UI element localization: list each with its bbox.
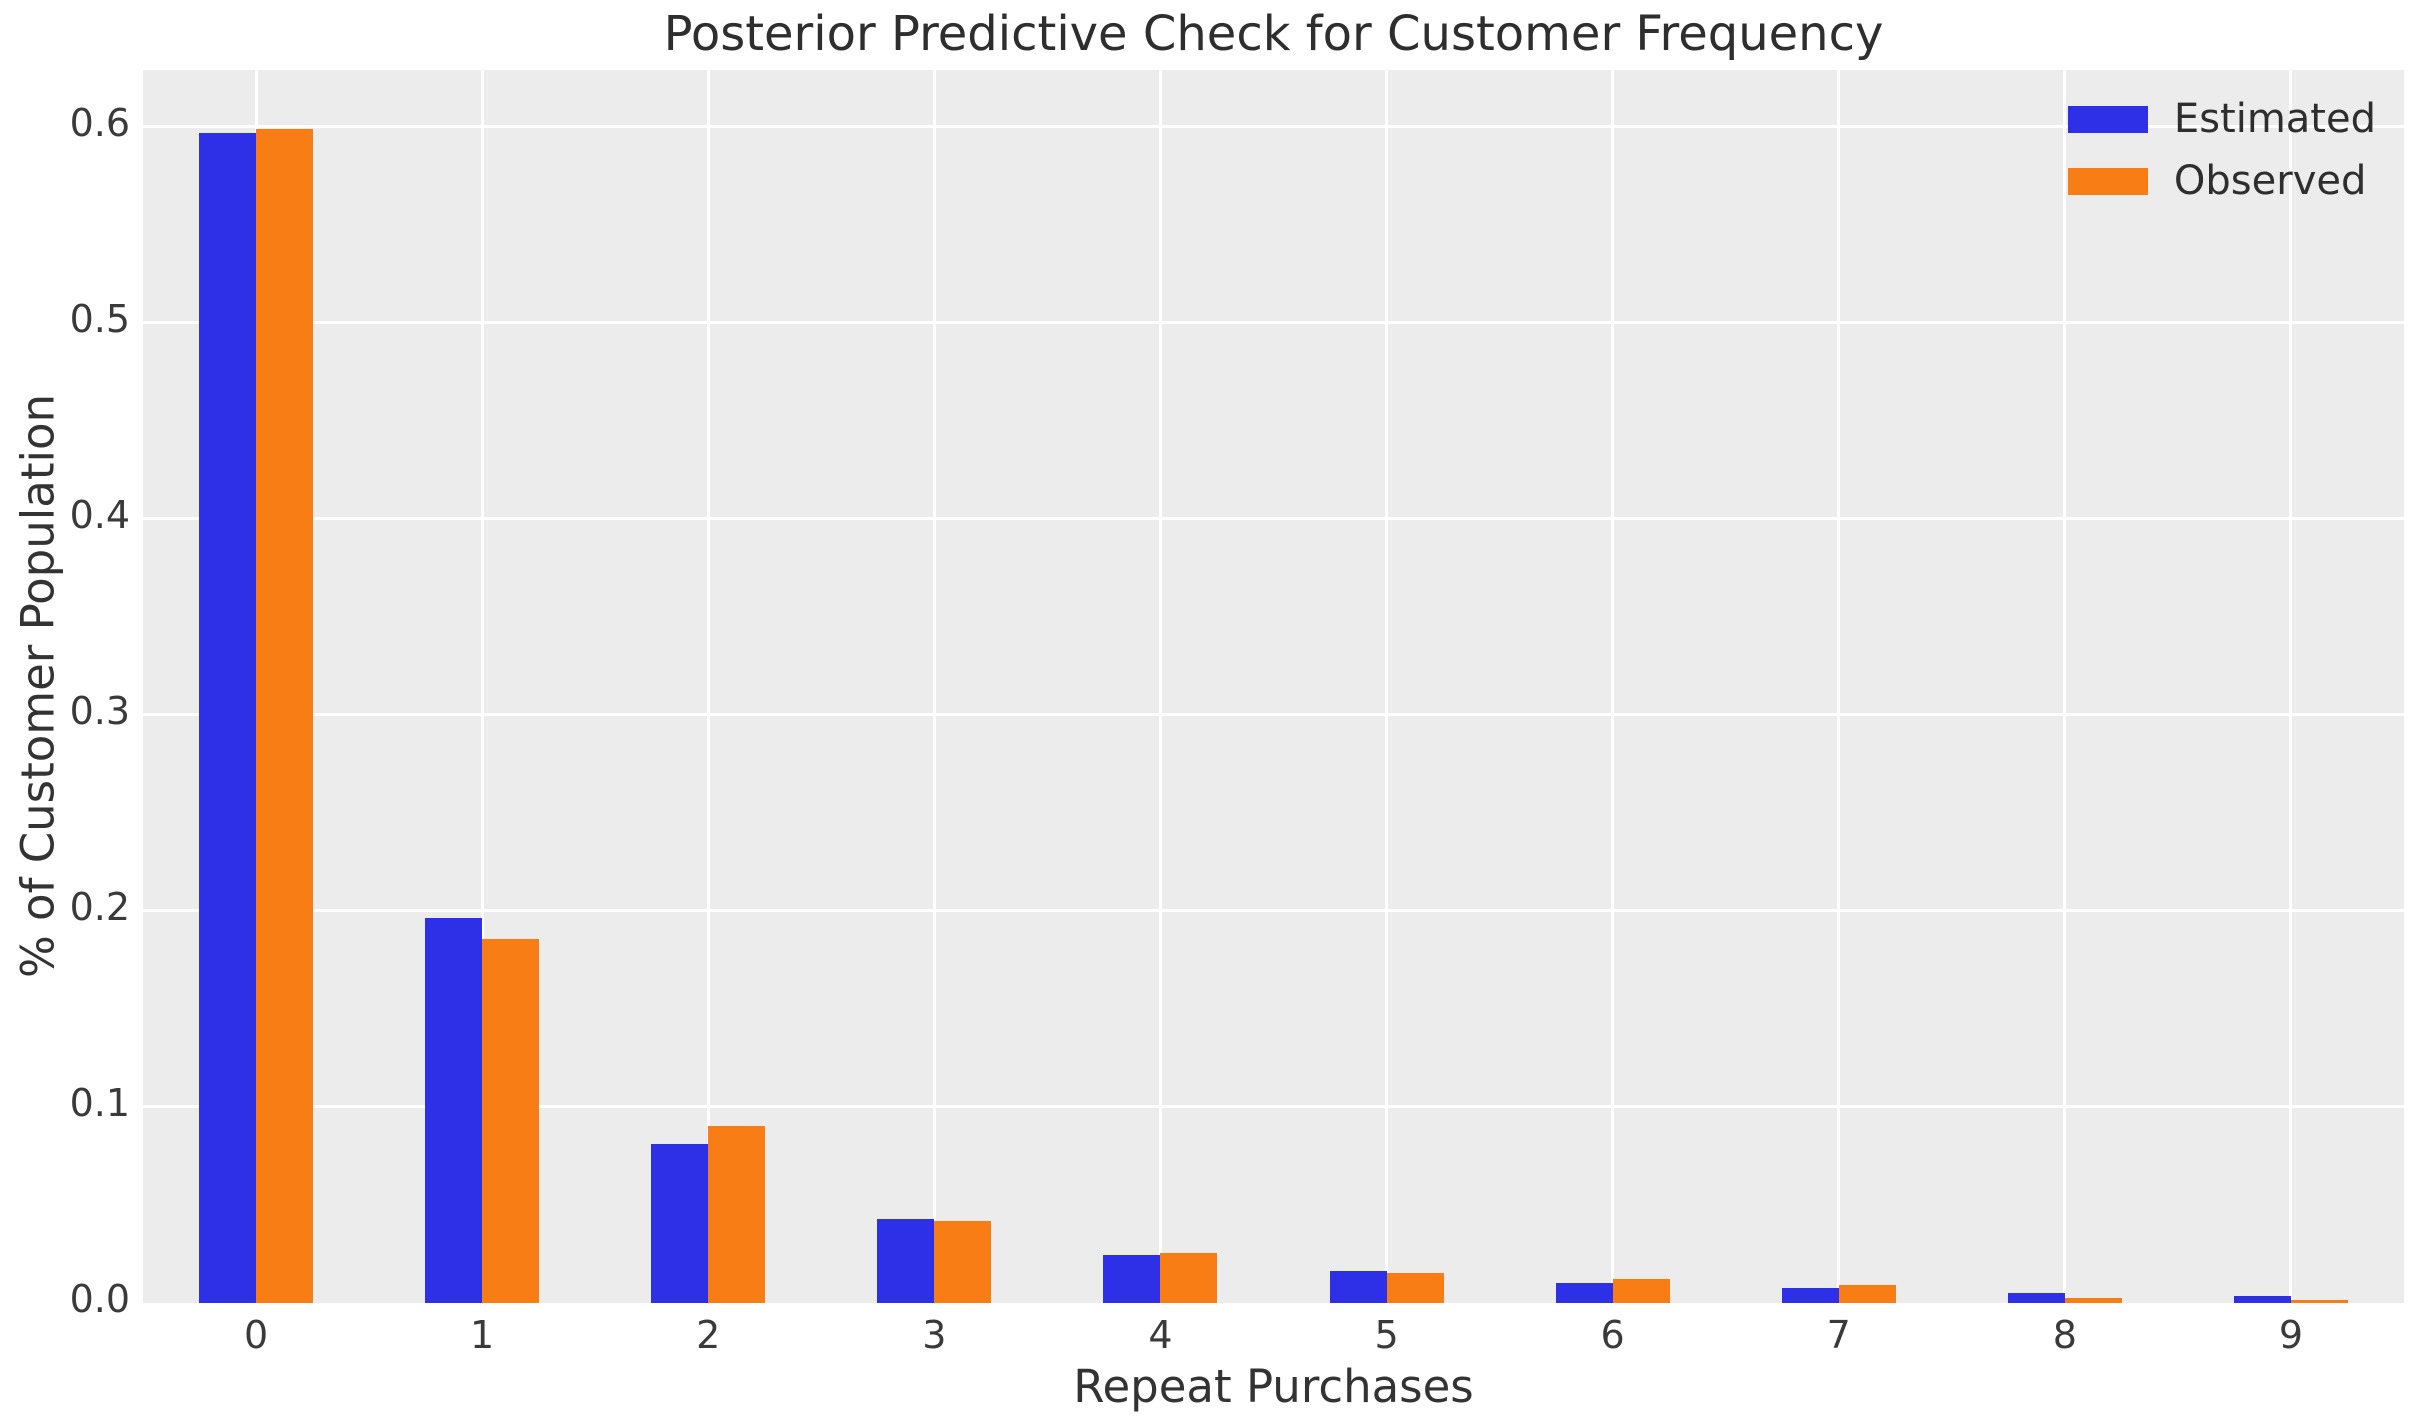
bar-estimated-2: [651, 1144, 709, 1303]
bar-estimated-0: [199, 132, 257, 1303]
gridline-vertical: [932, 70, 936, 1303]
gridline-vertical: [2063, 70, 2067, 1303]
bar-estimated-7: [1781, 1288, 1839, 1303]
bar-estimated-9: [2233, 1295, 2291, 1303]
x-tick-label: 4: [1148, 1313, 1173, 1357]
gridline-vertical: [1385, 70, 1389, 1303]
legend-swatch-observed-icon: [2067, 167, 2148, 195]
bar-estimated-5: [1329, 1271, 1387, 1303]
legend-label-estimated: Estimated: [2173, 96, 2376, 142]
gridline-horizontal: [143, 517, 2404, 521]
gridline-vertical: [480, 70, 484, 1303]
bar-observed-7: [1838, 1284, 1896, 1303]
gridline-horizontal: [143, 125, 2404, 129]
bar-estimated-1: [425, 917, 483, 1303]
y-tick-label: 0.1: [69, 1080, 130, 1125]
bar-estimated-4: [1103, 1254, 1161, 1303]
plot-area: Estimated Observed: [143, 70, 2404, 1303]
y-tick-label: 0.3: [69, 688, 130, 733]
y-tick-label: 0.4: [69, 492, 130, 537]
x-tick-label: 9: [2278, 1313, 2304, 1357]
legend: Estimated Observed: [2067, 96, 2376, 204]
x-tick-label: 3: [922, 1313, 947, 1357]
y-tick-label: 0.5: [69, 296, 130, 341]
x-tick-label: 7: [1826, 1313, 1851, 1357]
gridline-horizontal: [143, 713, 2404, 717]
bar-observed-8: [2064, 1298, 2122, 1303]
x-tick-label: 2: [696, 1313, 721, 1357]
bar-observed-6: [1612, 1279, 1670, 1303]
gridline-vertical: [1611, 70, 1615, 1303]
legend-item-estimated: Estimated: [2067, 96, 2376, 142]
bar-observed-4: [1160, 1252, 1218, 1303]
gridline-horizontal: [143, 321, 2404, 325]
bar-observed-0: [256, 128, 314, 1303]
gridline-vertical: [2289, 70, 2293, 1303]
gridline-vertical: [706, 70, 710, 1303]
x-tick-label: 1: [470, 1313, 495, 1357]
legend-item-observed: Observed: [2067, 158, 2376, 204]
bar-estimated-6: [1555, 1283, 1613, 1303]
gridline-vertical: [1158, 70, 1162, 1303]
legend-swatch-estimated-icon: [2067, 105, 2148, 133]
x-axis-label: Repeat Purchases: [1073, 1360, 1474, 1413]
bar-estimated-8: [2007, 1293, 2065, 1303]
x-tick-label: 5: [1374, 1313, 1399, 1357]
x-tick-label: 0: [243, 1313, 269, 1357]
bar-observed-5: [1386, 1272, 1444, 1303]
y-tick-label: 0.2: [69, 884, 130, 929]
gridline-vertical: [1837, 70, 1841, 1303]
bar-observed-2: [708, 1126, 766, 1303]
bar-estimated-3: [877, 1219, 935, 1303]
bar-observed-1: [482, 938, 540, 1303]
bar-observed-9: [2290, 1300, 2348, 1303]
legend-label-observed: Observed: [2173, 158, 2367, 204]
y-tick-label: 0.0: [69, 1277, 130, 1321]
gridline-horizontal: [143, 1105, 2404, 1109]
bar-observed-3: [934, 1221, 992, 1303]
gridline-horizontal: [143, 909, 2404, 913]
y-tick-label: 0.6: [69, 100, 130, 145]
x-tick-label: 6: [1600, 1313, 1625, 1357]
x-tick-label: 8: [2052, 1313, 2077, 1357]
chart-title: Posterior Predictive Check for Customer …: [663, 6, 1884, 62]
